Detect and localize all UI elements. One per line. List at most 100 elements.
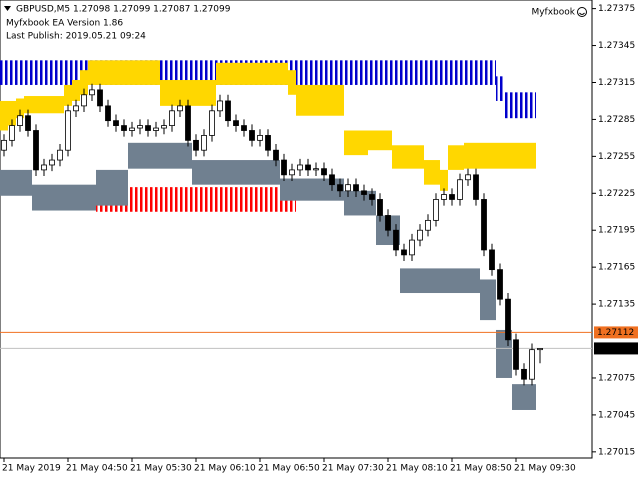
band-cell: [96, 169, 104, 206]
candle-body: [257, 135, 263, 141]
band-cell: [472, 142, 480, 169]
band-cell: [0, 169, 8, 196]
band-cell: [32, 184, 40, 211]
band-cell: [56, 96, 64, 114]
band-cell: [400, 268, 408, 294]
band-cell: [256, 160, 264, 185]
candle-body: [321, 168, 327, 176]
menu-arrow: [4, 6, 11, 11]
candle-body: [113, 120, 119, 126]
candle-body: [505, 298, 511, 341]
band-cell: [224, 160, 232, 185]
band-cell: [152, 142, 160, 169]
band-cell: [360, 60, 368, 85]
price-label-box: [594, 326, 638, 339]
band-cell: [408, 60, 416, 85]
band-cell: [304, 84, 312, 116]
candle-body: [25, 115, 31, 131]
band-cell: [32, 60, 40, 85]
band-cell: [304, 60, 312, 85]
band-cell: [496, 142, 504, 169]
band-cell: [184, 60, 192, 85]
candle-body: [305, 164, 311, 171]
candle-body: [537, 348, 543, 351]
band-cell: [184, 187, 192, 212]
candle-body: [289, 169, 295, 176]
band-cell: [264, 160, 272, 185]
band-cell: [528, 142, 536, 169]
band-cell: [496, 329, 504, 378]
band-cell: [344, 130, 352, 156]
x-tick-label: 21 May 09:30: [514, 464, 576, 474]
band-cell: [464, 60, 472, 85]
y-tick-label: 1.27345: [598, 41, 635, 51]
x-tick-label: 21 May 08:50: [450, 464, 512, 474]
band-cell: [152, 187, 160, 212]
y-tick-label: 1.27075: [598, 373, 635, 383]
annotation: Last Publish: 2019.05.21 09:24: [6, 32, 146, 42]
candle-body: [89, 89, 95, 96]
band-cell: [56, 184, 64, 211]
candle-body: [145, 125, 151, 131]
band-cell: [400, 145, 408, 169]
band-cell: [400, 60, 408, 85]
band-cell: [456, 60, 464, 85]
band-cell: [240, 160, 248, 185]
candle-body: [193, 139, 199, 151]
band-cell: [24, 96, 32, 114]
candle-body: [481, 199, 487, 251]
candle-body: [313, 168, 319, 171]
candle-body: [265, 135, 271, 151]
band-cell: [528, 92, 536, 119]
band-cell: [368, 130, 376, 151]
band-cell: [184, 80, 192, 106]
candle-body: [209, 110, 215, 136]
candle-body: [73, 105, 79, 112]
candle-body: [233, 120, 239, 126]
band-cell: [88, 184, 96, 211]
band-cell: [168, 142, 176, 169]
candle-body: [33, 130, 39, 171]
candle-body: [81, 94, 87, 107]
band-cell: [104, 169, 112, 206]
band-cell: [144, 142, 152, 169]
candle-body: [457, 179, 463, 200]
band-cell: [248, 187, 256, 212]
y-tick-label: 1.27195: [598, 226, 635, 236]
band-cell: [192, 80, 200, 106]
band-cell: [64, 184, 72, 211]
band-cell: [112, 60, 120, 85]
candle-body: [161, 125, 167, 129]
candle-body: [297, 164, 303, 171]
band-cell: [176, 187, 184, 212]
band-cell: [40, 96, 48, 114]
band-cell: [128, 60, 136, 85]
band-cell: [224, 62, 232, 85]
band-cell: [272, 62, 280, 85]
band-cell: [312, 178, 320, 201]
band-cell: [392, 145, 400, 169]
band-cell: [224, 187, 232, 212]
candle-body: [369, 194, 375, 200]
candle-body: [169, 110, 175, 126]
band-cell: [464, 268, 472, 294]
band-cell: [288, 178, 296, 201]
band-cell: [272, 187, 280, 212]
candle-body: [17, 115, 23, 126]
band-cell: [272, 160, 280, 185]
band-cell: [408, 268, 416, 294]
candle-body: [377, 199, 383, 216]
band-cell: [320, 84, 328, 116]
band-cell: [104, 60, 112, 85]
band-cell: [248, 160, 256, 185]
band-cell: [376, 60, 384, 85]
band-cell: [160, 187, 168, 212]
candle-body: [329, 174, 335, 186]
band-cell: [208, 60, 216, 85]
band-cell: [136, 60, 144, 85]
band-cell: [424, 60, 432, 85]
band-cell: [248, 62, 256, 85]
band-cell: [72, 60, 80, 85]
band-cell: [56, 60, 64, 85]
band-cell: [296, 60, 304, 85]
